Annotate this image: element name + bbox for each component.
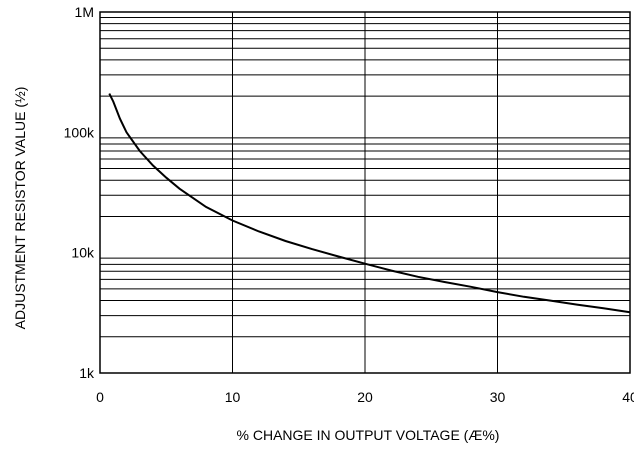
- x-tick-label: 0: [96, 389, 104, 405]
- y-tick-labels: 1k 10k 100k 1M: [64, 4, 95, 381]
- x-tick-label: 20: [357, 389, 373, 405]
- y-tick-label: 1k: [79, 365, 95, 381]
- y-tick-label: 10k: [71, 245, 95, 261]
- y-tick-label: 100k: [64, 124, 95, 140]
- grid: [100, 12, 630, 373]
- y-tick-label: 1M: [75, 4, 94, 20]
- y-axis-label: ADJUSTMENT RESISTOR VALUE (½): [12, 87, 28, 330]
- plot-frame: [99, 11, 631, 374]
- x-tick-label: 10: [225, 389, 241, 405]
- x-axis-label: % CHANGE IN OUTPUT VOLTAGE (Æ%): [237, 427, 500, 443]
- x-tick-label: 40: [622, 389, 634, 405]
- x-tick-labels: 0 10 20 30 40: [96, 389, 634, 405]
- data-line: [108, 93, 631, 314]
- x-tick-label: 30: [490, 389, 506, 405]
